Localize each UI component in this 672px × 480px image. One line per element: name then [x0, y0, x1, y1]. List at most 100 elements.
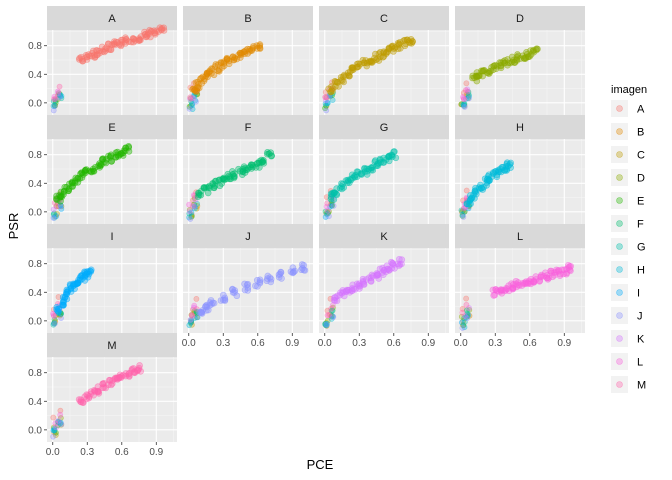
legend-key — [611, 192, 628, 209]
data-point-cluster — [51, 319, 58, 326]
data-point-cluster — [50, 433, 56, 440]
data-point — [65, 187, 72, 194]
legend-item-M: M — [611, 376, 646, 393]
data-point-cluster — [461, 208, 468, 215]
legend-key — [611, 100, 628, 117]
data-point-cluster — [51, 102, 58, 109]
data-point — [267, 275, 275, 283]
data-point-cluster — [328, 305, 335, 312]
data-point-cluster — [323, 321, 330, 328]
data-point-cluster — [466, 307, 473, 313]
data-point-cluster — [465, 91, 472, 98]
legend-swatch — [616, 289, 623, 296]
facet-strip-label: C — [380, 13, 388, 25]
facet-strip — [183, 6, 313, 30]
legend-item-H: H — [611, 261, 645, 278]
data-point-cluster — [323, 320, 330, 326]
data-point-cluster — [193, 314, 200, 321]
facet-strip-label: G — [380, 122, 389, 134]
data-point-cluster — [191, 201, 197, 208]
data-point-cluster — [323, 103, 330, 110]
data-point-cluster — [189, 312, 196, 319]
data-point — [479, 72, 486, 80]
data-point-cluster — [186, 214, 193, 221]
data-point — [223, 56, 231, 63]
data-point-cluster — [328, 307, 335, 314]
data-point-cluster — [326, 208, 332, 215]
data-point — [530, 278, 538, 286]
data-point-cluster — [51, 320, 57, 327]
data-point-cluster — [460, 94, 466, 100]
data-point-cluster — [461, 104, 468, 110]
data-point-cluster — [191, 310, 198, 316]
legend-key — [611, 353, 628, 370]
data-point-cluster — [460, 205, 467, 212]
panel-background — [47, 357, 177, 442]
data-point — [512, 280, 520, 288]
data-point-cluster — [55, 422, 61, 429]
data-point — [394, 39, 402, 47]
data-point-cluster — [190, 202, 196, 209]
x-tick-label: 0.6 — [115, 447, 129, 458]
data-point-cluster — [50, 424, 57, 431]
data-point-cluster — [328, 313, 335, 320]
panel-background — [183, 30, 313, 115]
data-point-cluster — [323, 102, 329, 109]
legend-swatch — [616, 128, 623, 135]
data-point-cluster — [322, 105, 328, 112]
y-tick-label: 0.8 — [28, 41, 42, 52]
points-J — [186, 261, 309, 329]
legend-label: D — [637, 173, 645, 185]
data-point-cluster — [53, 429, 59, 436]
data-point-cluster — [187, 102, 194, 109]
data-point-cluster — [186, 201, 192, 208]
facet-strip-label: B — [244, 13, 251, 25]
data-point — [359, 275, 367, 283]
data-point-cluster — [54, 211, 60, 217]
axes: 0.0 0.4 0.8 0.0 0.4 0.8 0.0 0.4 0.8 0.0 0.4 0.8 0.0 0… — [28, 41, 572, 458]
data-point-cluster — [186, 105, 193, 112]
panel-background — [319, 30, 449, 115]
data-point-cluster — [186, 206, 193, 213]
panel-background — [455, 248, 585, 333]
data-point-cluster — [462, 204, 468, 211]
x-tick-label: 0.0 — [46, 447, 60, 458]
data-point — [210, 299, 218, 307]
data-point-cluster — [52, 420, 59, 427]
legend-label: I — [637, 288, 640, 300]
data-point-cluster — [465, 95, 472, 101]
facet-strip — [319, 224, 449, 248]
data-point-cluster — [52, 97, 59, 104]
data-point-cluster — [51, 96, 57, 102]
data-point — [99, 380, 107, 388]
data-point-cluster — [463, 295, 470, 302]
data-point-cluster — [461, 101, 468, 108]
data-point — [256, 279, 264, 287]
data-point — [338, 185, 346, 193]
data-point-cluster — [51, 210, 57, 217]
data-point-cluster — [51, 320, 58, 327]
legend-swatch — [616, 312, 623, 319]
data-point-cluster — [188, 98, 195, 105]
data-point-cluster — [187, 319, 194, 326]
data-point — [533, 46, 540, 54]
data-point — [233, 292, 241, 300]
facet-strip — [455, 115, 585, 139]
data-point-cluster — [459, 309, 466, 316]
panel-background — [455, 139, 585, 224]
data-point — [490, 292, 497, 299]
data-point — [194, 193, 202, 200]
x-tick-label: 0.6 — [523, 338, 537, 349]
data-point — [275, 271, 283, 279]
data-point-cluster — [461, 101, 468, 107]
data-point-cluster — [57, 92, 64, 99]
data-point — [400, 37, 407, 44]
data-point — [345, 71, 352, 79]
data-point-cluster — [323, 94, 330, 101]
data-point-cluster — [58, 93, 65, 99]
data-point — [217, 297, 225, 304]
data-point-cluster — [463, 80, 470, 87]
facet-strip — [47, 6, 177, 30]
